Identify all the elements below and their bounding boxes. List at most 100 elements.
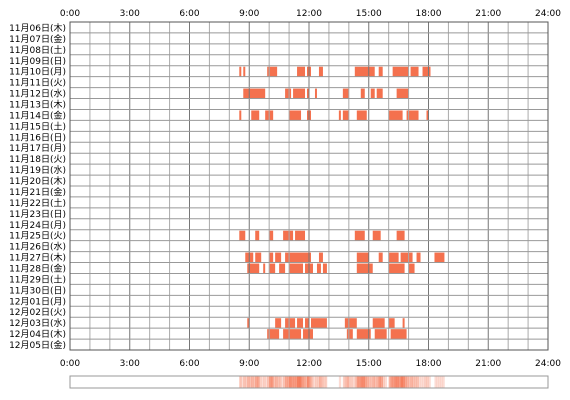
summary-strip-cell xyxy=(364,376,368,388)
activity-bar xyxy=(388,110,403,121)
x-tick-label-bottom: 24:00 xyxy=(535,359,561,369)
summary-strip-cell xyxy=(259,376,262,388)
summary-strip-cell xyxy=(402,376,405,388)
summary-strip-cell xyxy=(380,376,383,388)
summary-strip-cell xyxy=(342,376,346,388)
summary-strip-cell xyxy=(374,376,378,388)
activity-bar xyxy=(406,110,419,121)
summary-strip-cell xyxy=(370,376,374,388)
summary-strip-cell xyxy=(279,376,282,388)
row-label: 11月11日(火) xyxy=(9,78,66,89)
summary-strip-cell xyxy=(440,376,443,388)
summary-strip-cell xyxy=(295,376,298,388)
x-tick-label-bottom: 3:00 xyxy=(120,359,140,369)
row-label: 11月09日(日) xyxy=(9,56,66,67)
summary-strip-cell xyxy=(247,376,250,388)
summary-strip-cell xyxy=(283,376,286,388)
activity-bar xyxy=(400,252,413,263)
summary-strip-cell xyxy=(362,376,366,388)
summary-strip-cell xyxy=(287,376,290,388)
activity-bar xyxy=(239,66,242,77)
activity-bar xyxy=(370,88,375,99)
row-label: 11月13日(木) xyxy=(9,99,66,111)
summary-strip-cell xyxy=(372,376,376,388)
activity-bar xyxy=(346,329,353,340)
activity-bar xyxy=(243,66,246,77)
activity-bar xyxy=(267,329,280,340)
activity-bar xyxy=(243,88,266,99)
activity-bar xyxy=(255,230,260,241)
activity-bar xyxy=(279,263,286,274)
activity-bar xyxy=(269,263,276,274)
activity-bar xyxy=(396,88,409,99)
summary-strip-cell xyxy=(378,376,381,388)
activity-bar xyxy=(434,252,445,263)
activity-bar xyxy=(416,252,421,263)
summary-strip-cell xyxy=(368,376,372,388)
activity-bar xyxy=(396,230,405,241)
summary-strip-cell xyxy=(338,376,342,388)
x-tick-label-top: 3:00 xyxy=(120,9,140,19)
summary-strip-cell xyxy=(422,376,425,388)
activity-bar xyxy=(316,263,321,274)
summary-strip-cell xyxy=(251,376,254,388)
summary-strip-cell xyxy=(376,376,380,388)
row-label: 12月02日(火) xyxy=(9,307,66,318)
summary-strip-cell xyxy=(285,376,288,388)
summary-strip-cell xyxy=(382,376,385,388)
row-label: 11月24日(月) xyxy=(9,220,66,231)
summary-strip-cell xyxy=(273,376,276,388)
summary-strip-cell xyxy=(410,376,413,388)
activity-bar xyxy=(285,318,296,329)
summary-strip-cell xyxy=(438,376,441,388)
summary-strip-cell xyxy=(408,376,411,388)
row-label: 11月12日(水) xyxy=(9,88,66,100)
row-label: 11月22日(土) xyxy=(9,197,66,209)
activity-bar xyxy=(374,329,387,340)
x-tick-label-bottom: 9:00 xyxy=(239,359,259,369)
summary-strip-cell xyxy=(436,376,439,388)
x-tick-label-top: 24:00 xyxy=(535,9,561,19)
x-tick-label-top: 12:00 xyxy=(296,9,322,19)
row-label: 11月18日(火) xyxy=(9,154,66,165)
summary-strip-cell xyxy=(293,376,296,388)
activity-bar xyxy=(269,230,274,241)
activity-bar xyxy=(247,318,250,329)
summary-strip-cell xyxy=(267,376,270,388)
activity-bar xyxy=(354,230,365,241)
summary-strip-cell xyxy=(412,376,415,388)
summary-strip-cell xyxy=(281,376,284,388)
activity-bar xyxy=(378,66,383,77)
activity-bar xyxy=(422,66,431,77)
activity-bar xyxy=(342,88,349,99)
summary-strip-cell xyxy=(404,376,407,388)
activity-bar xyxy=(360,88,365,99)
activity-bar xyxy=(356,252,369,263)
summary-strip-cell xyxy=(291,376,294,388)
activity-bar xyxy=(354,66,375,77)
activity-bar xyxy=(289,110,302,121)
x-tick-label-bottom: 18:00 xyxy=(416,359,442,369)
x-tick-label-top: 0:00 xyxy=(60,9,80,19)
activity-bar xyxy=(318,66,323,77)
activity-bar xyxy=(283,230,294,241)
summary-strip-cell xyxy=(243,376,246,388)
activity-bar xyxy=(408,263,415,274)
summary-strip-cell xyxy=(245,376,248,388)
summary-strip-cell xyxy=(275,376,278,388)
summary-strip-cell xyxy=(384,376,387,388)
summary-strip-cell xyxy=(265,376,268,388)
activity-bar xyxy=(305,318,309,329)
row-label: 12月04日(木) xyxy=(9,328,66,340)
row-label: 11月28日(金) xyxy=(9,263,66,275)
row-label: 12月03日(水) xyxy=(9,317,66,329)
row-label: 11月06日(木) xyxy=(9,22,66,34)
activity-bar xyxy=(303,329,313,340)
activity-bar xyxy=(285,88,292,99)
summary-strip-cell xyxy=(396,376,399,388)
activity-bar xyxy=(295,230,306,241)
row-label: 11月23日(日) xyxy=(9,209,66,220)
activity-bar xyxy=(410,66,419,77)
x-tick-label-bottom: 21:00 xyxy=(475,359,501,369)
